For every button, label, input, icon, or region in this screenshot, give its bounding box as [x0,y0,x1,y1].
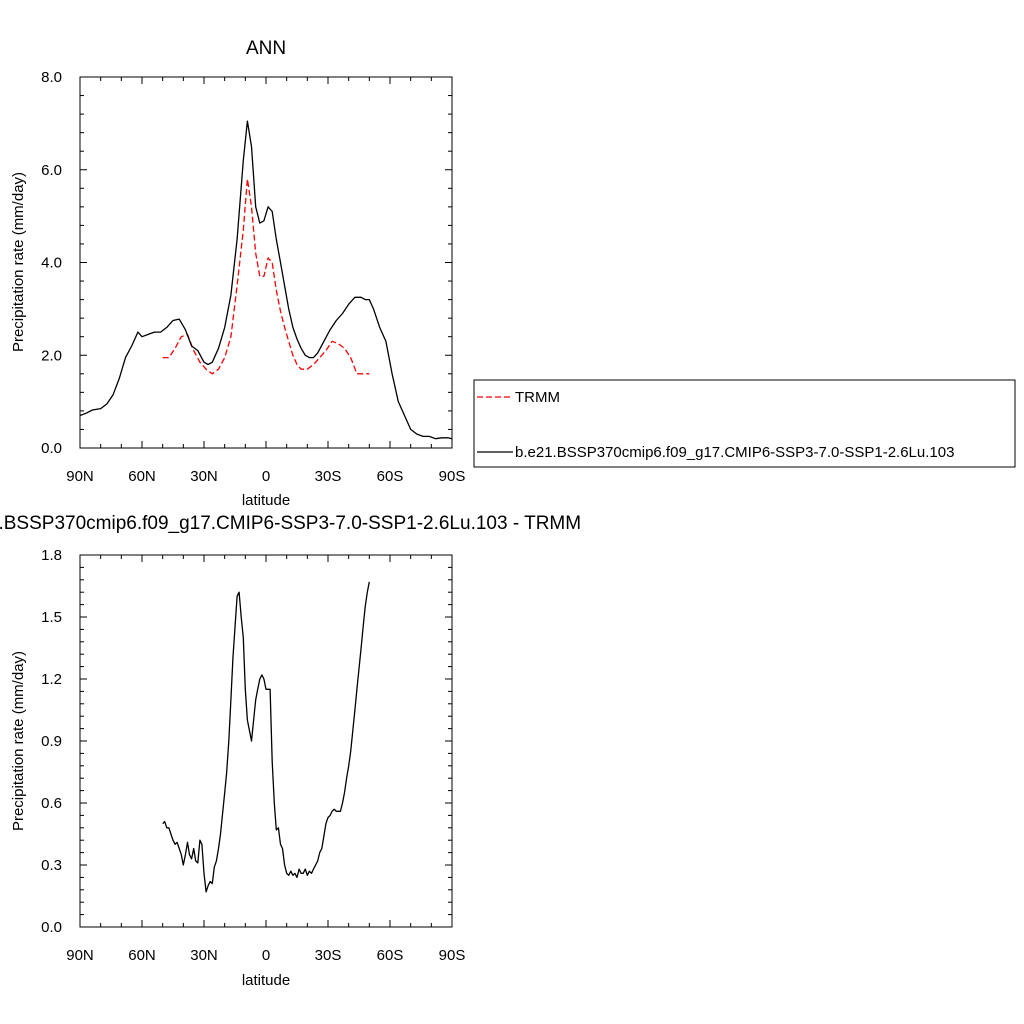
x-axis-label: latitude [242,972,290,989]
legend-box [473,379,1016,468]
chart-title: ANN [246,38,286,59]
series-line-model [79,120,453,440]
y-axis-label: Precipitation rate (mm/day) [10,651,27,831]
x-tick-label: 60S [377,468,404,485]
x-tick-label: 30N [190,947,218,964]
y-tick-labels: 0.0 2.0 4.0 6.0 8.0 [41,69,62,457]
y-tick-label: 0.0 [41,440,62,457]
legend: TRMM b.e21.BSSP370cmip6.f09_g17.CMIP6-SS… [473,379,1016,468]
y-tick-label: 1.8 [41,547,62,564]
y-tick-label: 6.0 [41,162,62,179]
panel-annual-mean: ANN 90N 60N 30N 0 30S 60S 90S 0.02.04.06.08.0 … [10,38,465,509]
x-tick-label: 0 [262,947,270,964]
y-tick-label: 0.9 [41,733,62,750]
y-tick-label: 8.0 [41,69,62,86]
x-tick-label: 90S [439,947,466,964]
plot-frame [79,554,453,928]
x-tick-labels: 90N 60N 30N 0 30S 60S 90S [66,947,465,964]
series-lines [79,120,453,440]
legend-label-model: b.e21.BSSP370cmip6.f09_g17.CMIP6-SSP3-7.… [515,444,954,461]
chart-title-difference: b.e21.BSSP370cmip6.f09_g17.CMIP6-SSP3-7.… [0,513,581,534]
y-tick-label: 0.6 [41,795,62,812]
x-tick-label: 90N [66,947,94,964]
x-tick-label: 60S [377,947,404,964]
x-tick-label: 90N [66,468,94,485]
y-tick-label: 4.0 [41,255,62,272]
tick-marks [79,554,453,928]
x-tick-label: 30S [315,947,342,964]
y-tick-label: 0.3 [41,857,62,874]
x-tick-label: 0 [262,468,270,485]
y-tick-label: 1.5 [41,609,62,626]
x-tick-label: 30N [190,468,218,485]
x-tick-label: 90S [439,468,466,485]
panel-difference: b.e21.BSSP370cmip6.f09_g17.CMIP6-SSP3-7.… [0,513,581,989]
x-axis-label: latitude [242,492,290,509]
y-tick-label: 0.0 [41,919,62,936]
x-tick-label: 60N [128,947,156,964]
y-tick-labels: 0.0 0.3 0.6 0.9 1.2 1.5 1.8 [41,547,62,936]
plot-frame [79,76,453,449]
x-tick-label: 30S [315,468,342,485]
y-axis-label: Precipitation rate (mm/day) [10,172,27,352]
y-tick-label: 2.0 [41,347,62,364]
y-tick-label: 1.2 [41,671,62,688]
legend-label-trmm: TRMM [515,389,560,406]
series-line-model [162,581,370,893]
x-tick-labels: 90N 60N 30N 0 30S 60S 90S [66,468,465,485]
series-lines [162,581,370,893]
series-line-trmm [162,178,370,375]
x-tick-label: 60N [128,468,156,485]
